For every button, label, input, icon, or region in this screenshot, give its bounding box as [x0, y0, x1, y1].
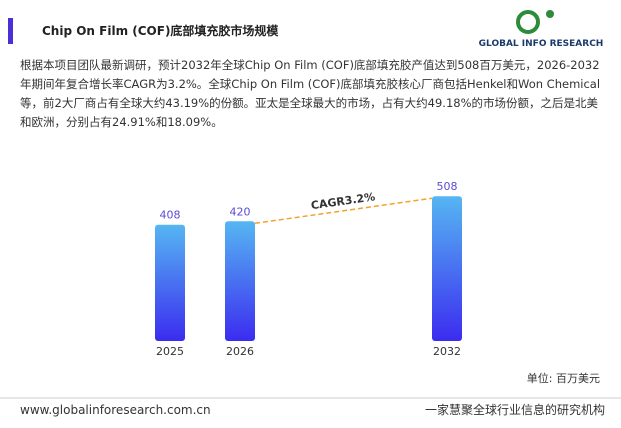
value-label: 408: [160, 209, 181, 222]
paragraph: 根据本项目团队最新调研，预计2032年全球Chip On Film (COF)底…: [20, 58, 601, 129]
bar: [432, 196, 462, 341]
title-accent: [8, 18, 13, 44]
bar: [155, 224, 185, 341]
unit: 单位: 百万美元: [527, 371, 600, 385]
logo-dot: [546, 10, 554, 18]
footer-url: www.globalinforesearch.com.cn: [20, 403, 211, 417]
logo-text: GLOBAL INFO RESEARCH: [479, 39, 604, 49]
value-label: 420: [230, 205, 251, 218]
footer-slogan: 一家慧聚全球行业信息的研究机构: [425, 402, 605, 417]
trend-line: [254, 197, 433, 225]
x-tick-label: 2025: [156, 345, 184, 358]
x-tick-label: 2032: [433, 345, 461, 358]
cagr-label: CAGR3.2%: [310, 190, 376, 212]
value-label: 508: [437, 180, 458, 193]
x-tick-label: 2026: [226, 345, 254, 358]
title: Chip On Film (COF)底部填充胶市场规模: [42, 23, 279, 38]
bar: [225, 221, 255, 341]
logo-mark: [516, 10, 540, 34]
